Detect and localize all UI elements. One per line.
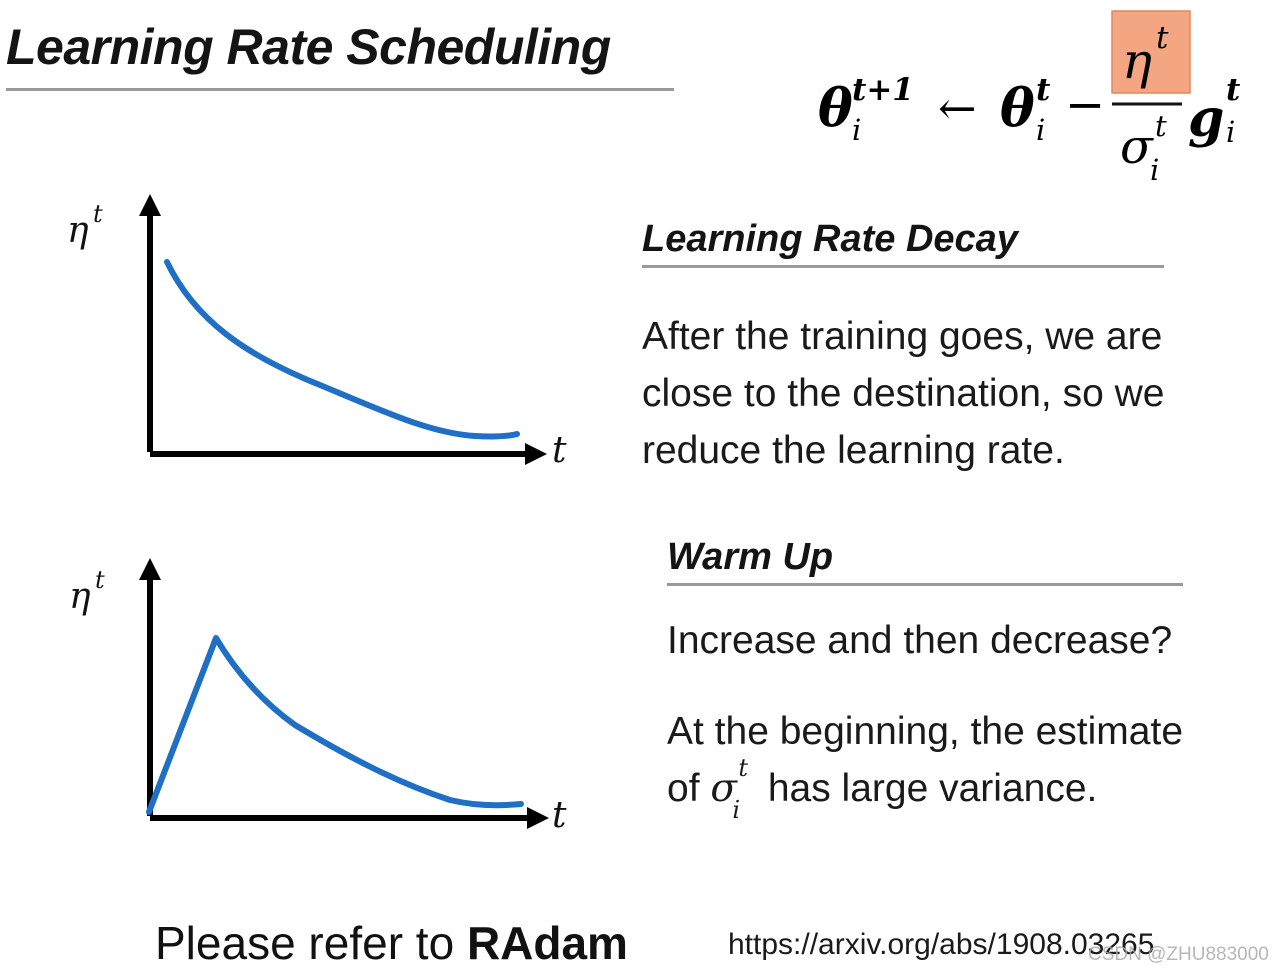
warmup-section: Warm Up Increase and then decrease? At t…: [667, 536, 1184, 824]
warmup-heading: Warm Up: [667, 536, 1184, 586]
warmup-line-2-suffix: has large variance.: [757, 767, 1098, 810]
footer-prefix: Please refer to: [155, 917, 467, 969]
radam-paper-link[interactable]: https://arxiv.org/abs/1908.03265: [728, 928, 1155, 961]
warmup-line-1: At the beginning, the estimate: [667, 710, 1184, 753]
warmup-series-line: [146, 635, 524, 815]
formula-arrow: ←: [938, 81, 977, 135]
formula-sigma-sup: t: [1155, 109, 1167, 143]
title-underline: [6, 88, 674, 91]
slide-title: Learning Rate Scheduling: [6, 19, 611, 75]
formula-theta-lhs: θ: [818, 78, 853, 139]
formula-g: g: [1188, 88, 1224, 149]
decay-chart: η t t: [67, 194, 567, 471]
formula-sub-rhs: i: [1036, 113, 1045, 147]
warmup-line-2-prefix: of: [667, 767, 711, 810]
formula-eta: η: [1122, 32, 1152, 90]
warmup-chart: η t t: [69, 558, 567, 836]
decay-series-line: [164, 259, 520, 440]
warmup-y-arrowhead: [139, 558, 161, 580]
decay-x-arrowhead: [525, 443, 547, 465]
warmup-ylabel-eta: η: [69, 576, 91, 617]
formula-sigma: σ: [1120, 119, 1154, 175]
decay-y-arrowhead: [139, 194, 161, 216]
decay-section: Learning Rate Decay After the training g…: [642, 218, 1165, 479]
formula-sub-lhs: i: [852, 113, 861, 147]
warmup-xlabel-t: t: [552, 795, 567, 836]
decay-line: After the training goes, we are: [642, 315, 1163, 358]
eta-highlight-box: [1111, 10, 1191, 94]
formula-sigma-sub: i: [1150, 153, 1159, 187]
warmup-x-arrowhead: [527, 807, 549, 829]
footer-reference: Please refer to RAdam: [155, 916, 628, 970]
formula-eta-sup: t: [1156, 20, 1169, 56]
formula-sup-rhs: t: [1036, 72, 1051, 108]
formula-minus: −: [1065, 77, 1105, 133]
decay-line: reduce the learning rate.: [642, 429, 1065, 472]
formula-sup-lhs: t+1: [852, 72, 914, 108]
formula-g-sub: i: [1226, 115, 1235, 149]
warmup-question: Increase and then decrease?: [667, 619, 1173, 662]
decay-ylabel-eta: η: [67, 210, 89, 251]
update-formula: θ t+1 i ← θ t i − η t σ t i g t i: [818, 10, 1241, 187]
formula-g-sup: t: [1226, 72, 1241, 108]
watermark: CSDN @ZHU883000: [1088, 944, 1269, 965]
decay-description: After the training goes, we are close to…: [642, 308, 1164, 479]
decay-line: close to the destination, so we: [642, 372, 1165, 415]
decay-heading: Learning Rate Decay: [642, 218, 1165, 268]
decay-ylabel-t: t: [93, 200, 103, 228]
decay-xlabel-t: t: [552, 430, 567, 471]
radam-label: RAdam: [466, 917, 628, 969]
warmup-ylabel-t: t: [95, 566, 105, 594]
formula-theta-rhs: θ: [1000, 78, 1035, 139]
